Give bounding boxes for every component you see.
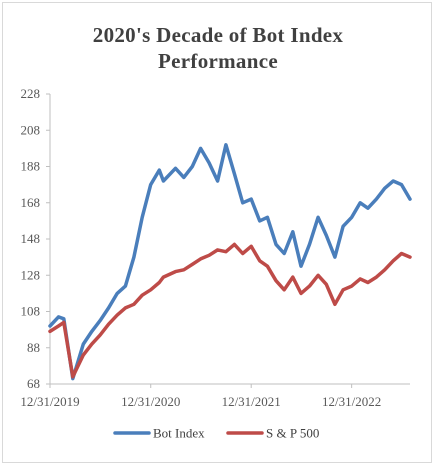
y-tick-label: 128 <box>21 267 41 282</box>
x-tick-label: 12/31/2020 <box>121 394 180 409</box>
y-tick-label: 108 <box>21 304 41 319</box>
series-lines <box>48 143 412 381</box>
y-tick-label: 208 <box>21 122 41 137</box>
x-tick-label: 12/31/2021 <box>222 394 281 409</box>
series-line-s-p-500 <box>48 242 412 379</box>
chart-title-line-1: 2020's Decade of Bot Index <box>92 23 344 47</box>
y-tick-label: 188 <box>21 159 41 174</box>
x-tick-label: 12/31/2019 <box>20 394 79 409</box>
y-tick-label: 68 <box>27 376 40 391</box>
y-tick-label: 148 <box>21 231 41 246</box>
chart-frame <box>2 2 432 463</box>
y-tick-label: 228 <box>21 86 41 101</box>
chart-title-line-2: Performance <box>158 49 278 73</box>
legend-label: Bot Index <box>153 426 205 441</box>
legend-label: S & P 500 <box>266 426 319 441</box>
x-axis-ticks: 12/31/2019 12/31/2020 12/31/2021 12/31/2022 <box>20 384 381 409</box>
y-tick-label: 88 <box>27 340 40 355</box>
legend: Bot Index S & P 500 <box>113 426 319 441</box>
series-line-bot-index <box>48 143 412 381</box>
x-tick-label: 12/31/2022 <box>322 394 381 409</box>
chart-title: 2020's Decade of Bot Index Performance <box>0 22 436 74</box>
axes <box>49 94 410 385</box>
y-axis-ticks: 228 208 188 168 148 128 108 88 68 <box>21 86 50 391</box>
y-tick-label: 168 <box>21 195 41 210</box>
